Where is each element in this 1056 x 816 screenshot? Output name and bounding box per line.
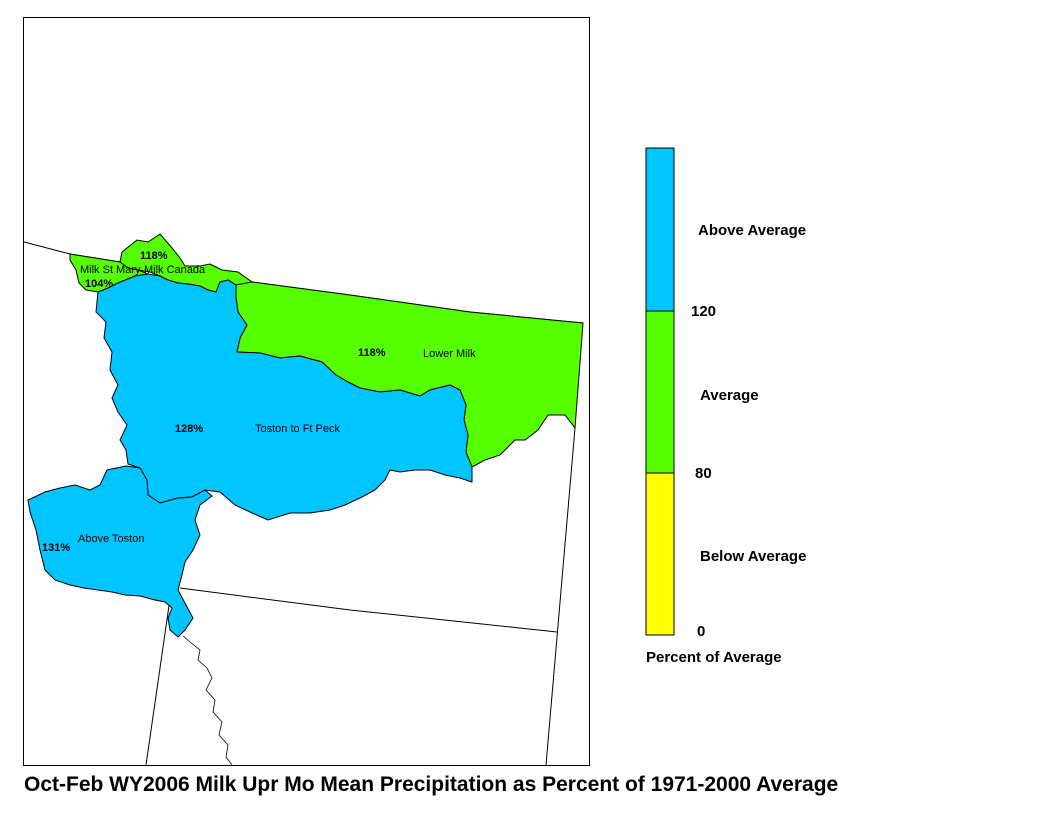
region-toston-to-ft-peck (95, 273, 473, 521)
legend-break-80: 80 (695, 465, 712, 482)
legend-title: Percent of Average (646, 649, 782, 666)
label-milk-canada: Milk Canada (144, 264, 206, 276)
label-milk-st-mary: Milk St Mary (80, 264, 141, 276)
legend-label-above: Above Average (698, 222, 806, 239)
pct-lower-milk: 118% (358, 347, 386, 359)
legend-swatch-average (645, 310, 675, 474)
label-toston-to-ft-peck: Toston to Ft Peck (255, 423, 340, 435)
pct-toston-to-ft-peck: 128% (175, 423, 203, 435)
region-above-toston (27, 465, 213, 638)
pct-above-toston: 131% (42, 542, 70, 554)
state-line-east (545, 427, 576, 766)
map-title: Oct-Feb WY2006 Milk Upr Mo Mean Precipit… (24, 773, 839, 796)
label-lower-milk: Lower Milk (423, 348, 476, 360)
legend-break-0: 0 (697, 623, 705, 640)
region-labels: Milk St Mary Milk Canada Lower Milk Tost… (42, 250, 476, 554)
legend-swatch-above (645, 147, 675, 312)
state-line-south (179, 587, 558, 633)
legend-break-120: 120 (691, 303, 716, 320)
label-above-toston: Above Toston (78, 533, 144, 545)
legend-label-below: Below Average (700, 548, 806, 565)
legend: Above Average Average Below Average 120 … (645, 147, 806, 666)
legend-swatch-below (645, 472, 675, 636)
state-line-west (145, 584, 173, 766)
pct-milk-canada: 118% (140, 250, 168, 262)
river-line (182, 635, 233, 766)
pct-milk-st-mary: 104% (85, 278, 113, 290)
legend-label-average: Average (700, 387, 759, 404)
basins (27, 233, 584, 638)
